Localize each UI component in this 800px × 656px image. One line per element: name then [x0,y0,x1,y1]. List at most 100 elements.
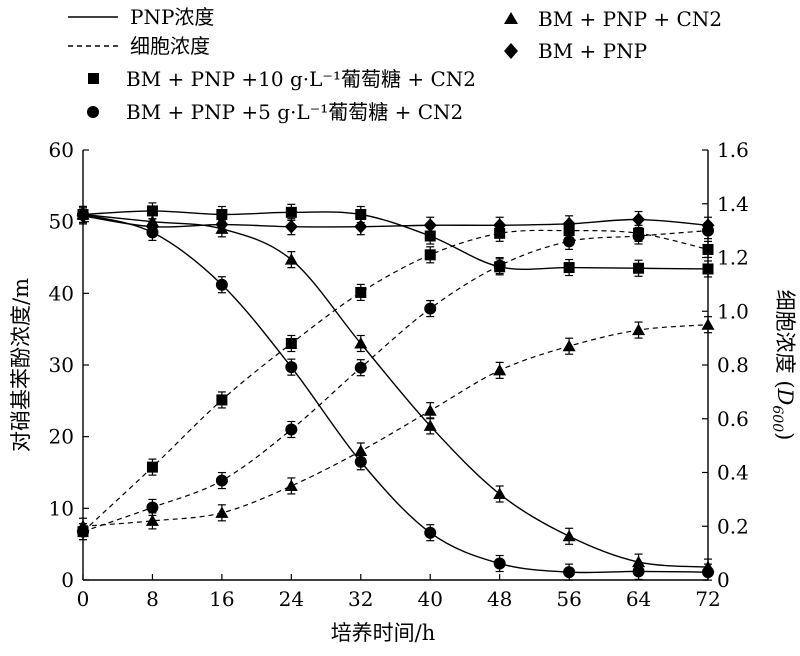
data-point-square [216,394,228,406]
y-left-tick-label: 0 [61,568,74,592]
data-point-circle [563,235,576,248]
legend-circle-icon [87,106,99,118]
y-right-tick-label: 1.4 [717,192,749,216]
data-point-triangle [562,339,576,352]
y-right-tick-label: 1.6 [717,138,749,162]
data-point-circle [215,278,228,291]
cell-concentration-curve-circle [82,230,709,533]
data-point-diamond [354,219,368,234]
data-point-diamond [423,218,437,233]
legend-square-icon [88,73,99,84]
x-tick-label: 64 [626,587,651,611]
data-point-triangle [632,555,646,568]
x-tick-label: 24 [279,587,304,611]
cell-concentration-curve-triangle [82,324,709,527]
fit-curves [82,210,709,574]
data-point-square [494,227,506,239]
data-point-circle [285,361,298,374]
y-right-tick-label: 0.4 [717,461,749,485]
data-point-triangle [701,560,715,573]
data-point-square [563,225,575,237]
tick-labels: 0 8 16 24 32 40 48 56 64 72010203040506000.20.40.… [49,138,749,611]
data-point-circle [493,259,506,272]
data-point-circle [354,361,367,374]
data-point-diamond [76,208,90,223]
axes [82,149,709,581]
data-point-square [424,230,436,242]
data-point-diamond [215,217,229,232]
pnp-concentration-curve-diamond [82,215,709,228]
data-point-triangle [354,337,368,349]
x-axis-label: 培养时间/h [331,621,436,645]
data-point-diamond [284,219,298,234]
data-point-square [355,209,367,220]
y-left-tick-label: 30 [49,353,74,377]
data-point-triangle [423,404,437,416]
data-point-circle [632,565,645,578]
y-left-tick-label: 50 [49,210,74,234]
x-tick-label: 0 [77,587,90,611]
y-right-tick-label: 0.8 [717,353,749,377]
data-point-circle [285,423,298,436]
legend-label-square: BM + PNP +10 g·L⁻¹葡萄糖 + CN2 [126,67,476,91]
data-point-square [563,262,575,274]
x-tick-label: 56 [556,587,581,611]
y-axis-label-right: 细胞浓度 (D600) [769,290,797,441]
data-point-square [702,263,714,275]
legend-triangle-icon [504,12,518,24]
x-tick-label: 48 [487,587,512,611]
legend-diamond-icon [504,43,518,59]
x-tick-label: 16 [209,587,234,611]
y-right-tick-label: 1.0 [717,299,749,323]
y-right-tick-label: 0 [717,568,730,592]
data-point-circle [702,224,714,237]
pnp-concentration-curve-triangle [82,213,709,568]
data-point-square [146,205,158,217]
legend-label-cell: 细胞浓度 [130,34,210,58]
legend-label-diamond: BM + PNP [538,39,647,63]
data-point-triangle [76,519,90,532]
data-point-square [633,262,645,274]
data-point-triangle [632,323,646,336]
data-point-square [216,209,228,220]
data-point-circle [424,526,437,539]
data-point-diamond [632,212,646,227]
y-left-tick-label: 60 [49,138,74,162]
data-point-triangle [284,479,298,491]
y-left-tick-label: 40 [49,281,74,305]
legend-label-pnp: PNP浓度 [130,5,214,29]
y-right-tick-label: 1.2 [717,246,749,270]
data-point-triangle [493,487,507,499]
x-tick-label: 40 [417,587,442,611]
data-point-circle [146,501,159,514]
data-point-circle [493,557,506,570]
data-points [76,202,715,581]
cell-concentration-curve-square [82,229,709,533]
y-left-tick-label: 10 [49,496,74,520]
pnp-concentration-curve-circle [82,213,709,574]
data-point-square [285,338,297,349]
data-point-triangle [284,253,298,265]
legend-label-triangle: BM + PNP + CN2 [538,7,722,31]
data-point-circle [215,474,228,487]
y-right-tick-label: 0.2 [717,514,749,538]
data-point-square [146,461,158,473]
x-tick-label: 72 [695,587,720,611]
legend-label-circle: BM + PNP +5 g·L⁻¹葡萄糖 + CN2 [126,100,463,124]
y-axis-label-left: 对硝基苯酚浓度/m [9,278,33,452]
y-right-tick-label: 0.6 [717,407,749,431]
data-point-triangle [215,506,229,518]
data-point-square [285,206,297,218]
data-point-square [702,243,714,255]
x-tick-label: 32 [348,587,373,611]
data-point-triangle [493,363,507,376]
data-point-triangle [423,419,437,431]
data-point-circle [563,566,576,579]
data-point-square [424,249,436,261]
pnp-concentration-curve-square [82,210,709,270]
data-point-triangle [354,444,368,456]
data-point-circle [424,302,437,315]
data-point-diamond [145,219,159,234]
legend: PNP浓度 细胞浓度 BM + PNP +10 g·L⁻¹葡萄糖 + CN2 B… [68,5,722,124]
